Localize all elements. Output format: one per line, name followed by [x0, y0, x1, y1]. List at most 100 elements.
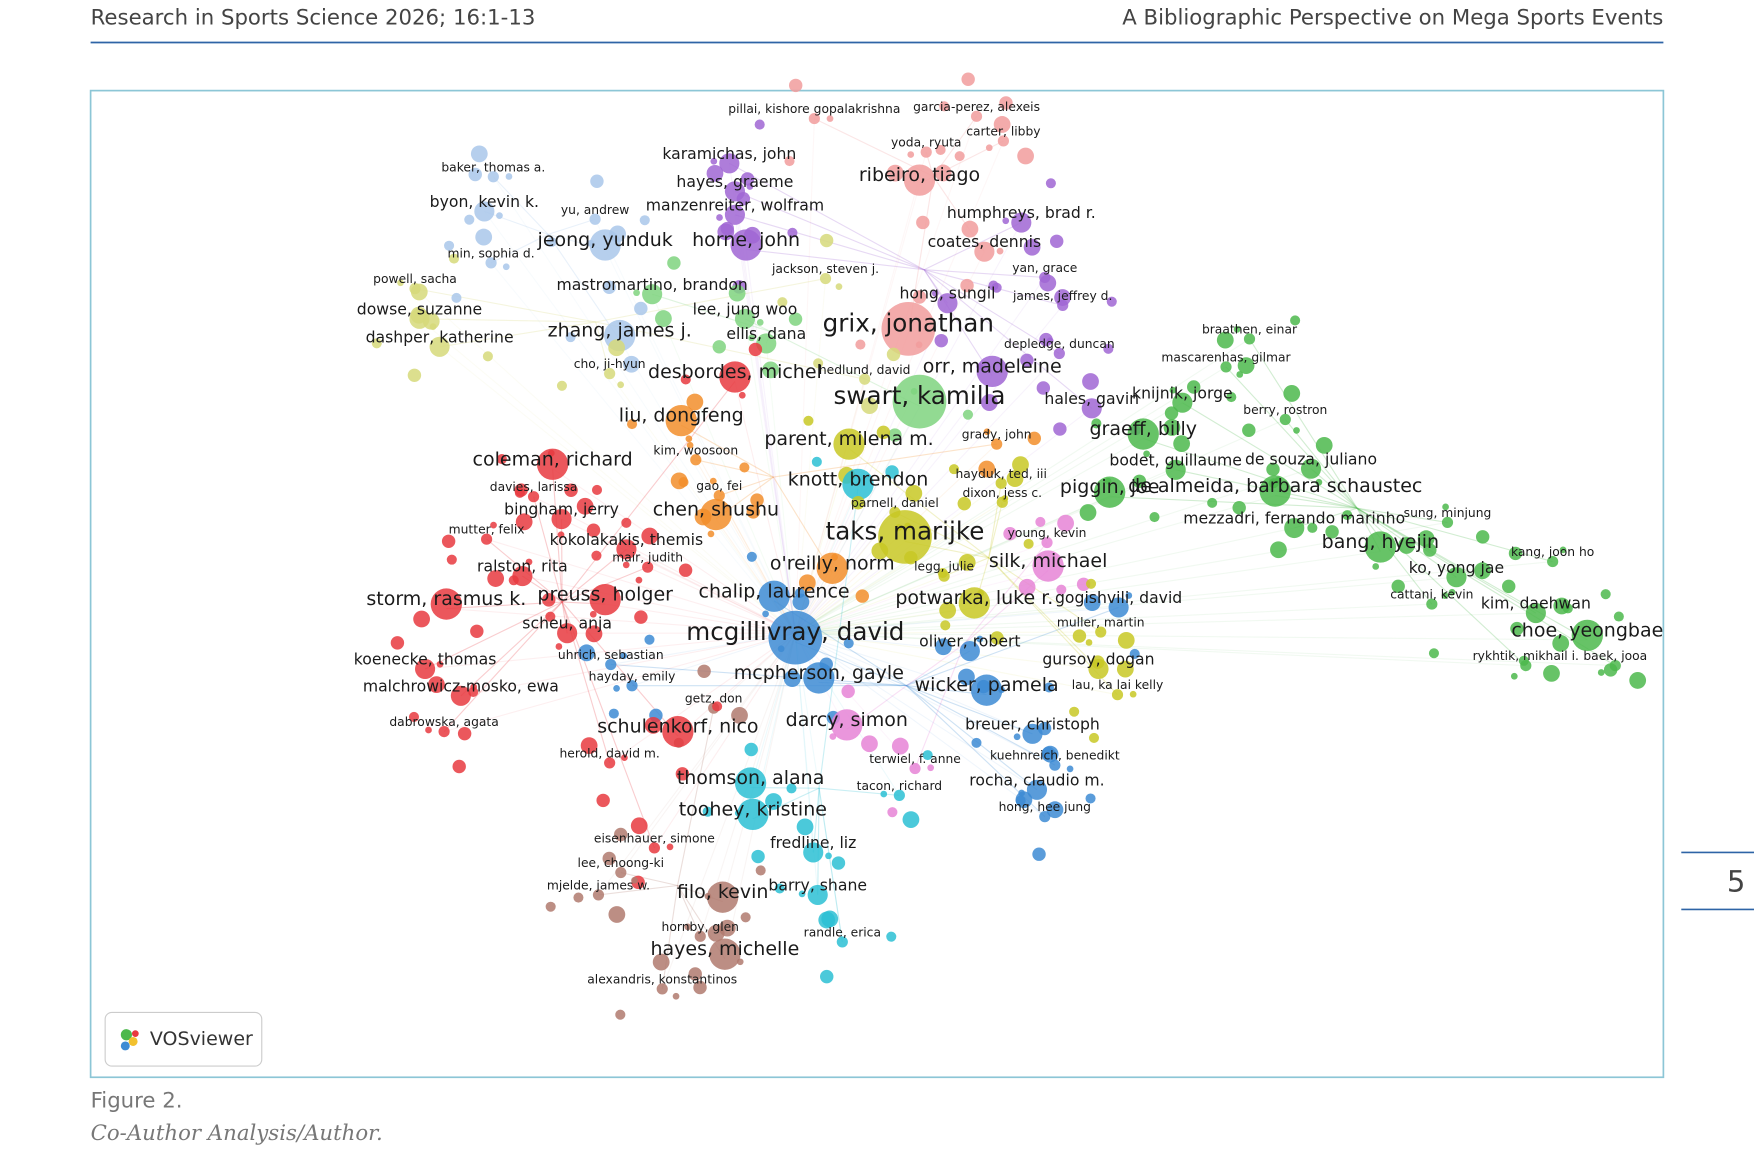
- node: [415, 658, 436, 680]
- node: [713, 489, 725, 502]
- edge: [609, 632, 796, 764]
- node: [835, 283, 843, 290]
- edge: [795, 438, 1144, 634]
- edge: [419, 318, 596, 323]
- edge: [729, 162, 925, 271]
- node: [1049, 759, 1061, 771]
- node-label: humphreys, brad r.: [947, 203, 1096, 222]
- node: [829, 733, 837, 740]
- node: [617, 381, 625, 389]
- node: [731, 707, 748, 724]
- node: [1172, 392, 1193, 413]
- node: [825, 852, 832, 860]
- node-label: dixon, jess c.: [962, 486, 1042, 500]
- edge: [561, 548, 627, 603]
- edge: [794, 353, 1060, 634]
- node: [620, 652, 628, 660]
- node-label: berry, rostron: [1243, 403, 1327, 417]
- node: [1243, 333, 1256, 345]
- node-label: hayes, michelle: [650, 938, 799, 960]
- node: [756, 319, 764, 326]
- node: [1129, 648, 1140, 659]
- node-label: mascarenhas, gilmar: [1161, 350, 1291, 364]
- node: [1300, 458, 1322, 479]
- node: [931, 290, 939, 297]
- node-label: lee, jung woo: [693, 299, 798, 318]
- edge: [988, 557, 1102, 633]
- edge: [677, 885, 701, 937]
- node: [1041, 746, 1056, 761]
- node: [474, 201, 495, 222]
- edge: [795, 407, 1093, 634]
- node-label: james, jeffrey d.: [1012, 289, 1112, 303]
- node: [754, 119, 765, 130]
- node-label: o'reilly, norm: [770, 552, 895, 574]
- node: [642, 561, 654, 573]
- edge: [492, 176, 796, 634]
- node: [515, 513, 533, 531]
- node-label: mair, judith: [612, 551, 683, 565]
- node: [1268, 478, 1279, 489]
- node: [1079, 504, 1097, 521]
- node: [546, 237, 557, 248]
- edge: [724, 633, 796, 959]
- node: [888, 428, 902, 442]
- edge: [547, 234, 621, 341]
- node: [615, 866, 627, 879]
- edge: [483, 211, 796, 634]
- node: [1045, 178, 1056, 189]
- node: [976, 355, 1008, 388]
- node: [589, 610, 597, 618]
- node: [820, 969, 834, 984]
- node: [1398, 537, 1415, 554]
- node-label: kang, joon ho: [1511, 545, 1594, 559]
- node: [905, 484, 923, 502]
- edge: [1356, 507, 1433, 605]
- node: [556, 380, 567, 391]
- node: [608, 339, 626, 357]
- node-label: dowse, suzanne: [357, 299, 482, 318]
- node: [909, 762, 921, 775]
- node: [1600, 589, 1611, 600]
- edge: [647, 566, 796, 634]
- node: [502, 263, 510, 271]
- node: [700, 498, 732, 531]
- node: [589, 229, 621, 261]
- edge: [552, 468, 563, 603]
- node: [1094, 476, 1126, 508]
- node: [578, 644, 595, 662]
- node: [803, 842, 824, 863]
- edge: [1284, 419, 1358, 509]
- node: [514, 487, 525, 498]
- node: [688, 967, 702, 981]
- edge: [598, 632, 796, 896]
- edge: [795, 468, 1312, 634]
- node: [892, 374, 947, 429]
- node: [413, 610, 431, 628]
- node: [792, 593, 810, 611]
- node-label: carter, libby: [966, 125, 1040, 139]
- node: [893, 789, 905, 801]
- edge: [794, 278, 827, 634]
- node: [1163, 419, 1181, 436]
- node: [762, 610, 769, 618]
- node: [819, 272, 832, 285]
- node: [614, 827, 628, 842]
- vosviewer-badge: [104, 1011, 263, 1067]
- edge: [795, 632, 1033, 735]
- node: [1037, 721, 1052, 736]
- node: [1629, 672, 1647, 689]
- edge: [620, 872, 678, 887]
- node: [993, 116, 1011, 133]
- node: [605, 658, 617, 671]
- node: [1018, 578, 1036, 596]
- node: [957, 496, 971, 511]
- edge: [443, 632, 796, 733]
- node: [786, 783, 797, 794]
- node: [680, 374, 691, 385]
- node-label: bodet, guillaume: [1109, 450, 1241, 469]
- edge: [794, 633, 843, 942]
- node: [995, 477, 1007, 489]
- edge: [744, 318, 796, 634]
